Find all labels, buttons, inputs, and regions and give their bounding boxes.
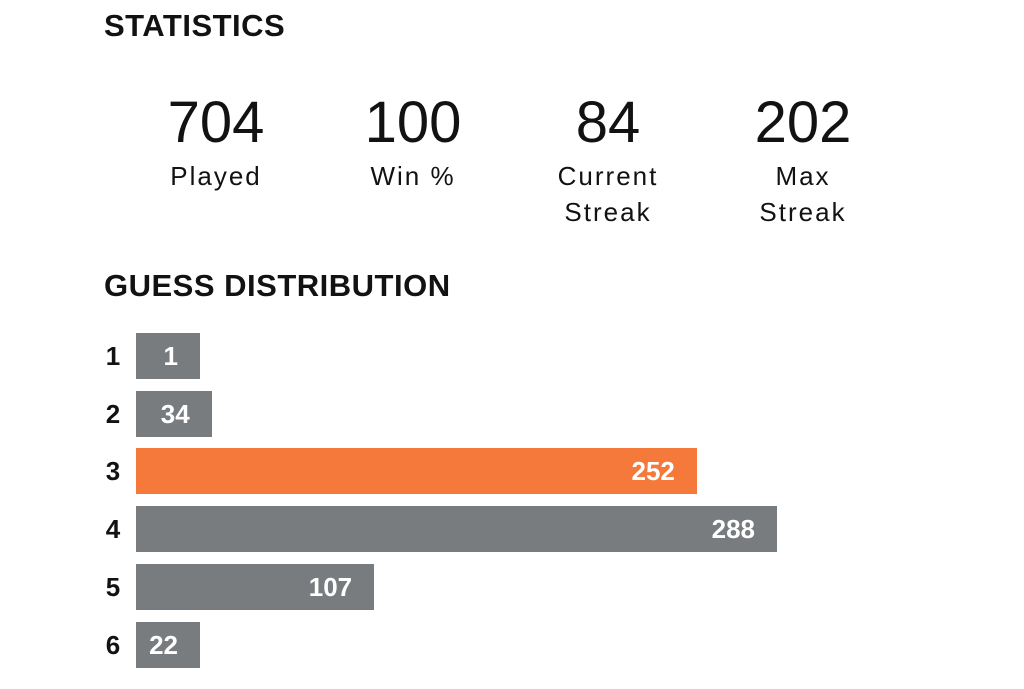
stat-value: 100 — [364, 90, 462, 155]
guess-number: 1 — [105, 341, 121, 371]
stat: 202 Max Streak — [713, 88, 893, 230]
guess-number: 4 — [105, 514, 121, 545]
guess-row: 6 22 — [0, 621, 1024, 668]
distribution-title: GUESS DISTRIBUTION — [104, 268, 451, 303]
statistics-title: STATISTICS — [104, 8, 286, 43]
stat-label: Max Streak — [759, 161, 847, 227]
guess-bar: 22 — [136, 621, 200, 668]
guess-number: 2 — [105, 398, 121, 429]
stat-value: 84 — [575, 90, 641, 155]
guess-row: 2 34 — [0, 390, 1024, 437]
guess-bar: 288 — [136, 506, 777, 553]
guess-bar: 34 — [136, 390, 212, 437]
stat: 84 Current Streak — [518, 88, 698, 230]
stat-value: 704 — [167, 90, 265, 155]
guess-number: 5 — [105, 571, 121, 602]
guess-number: 3 — [105, 456, 121, 487]
guess-number: 6 — [105, 629, 121, 660]
stat-label: Win % — [370, 161, 456, 191]
guess-bar: 252 — [136, 448, 697, 495]
stat-label: Played — [170, 161, 262, 191]
stat: 704 Played — [126, 88, 306, 194]
stats-row: 704 Played 100 Win % 84 Current Streak 202 Max … — [0, 88, 1024, 248]
stat-label: Current Streak — [557, 161, 659, 227]
guess-row: 5 107 — [0, 563, 1024, 610]
guess-row: 3 252 — [0, 448, 1024, 495]
stat-value: 202 — [754, 90, 852, 155]
guess-bar: 107 — [136, 563, 375, 610]
stat: 100 Win % — [323, 88, 503, 194]
guess-row: 4 288 — [0, 506, 1024, 553]
guess-bar: 1 — [136, 333, 200, 379]
